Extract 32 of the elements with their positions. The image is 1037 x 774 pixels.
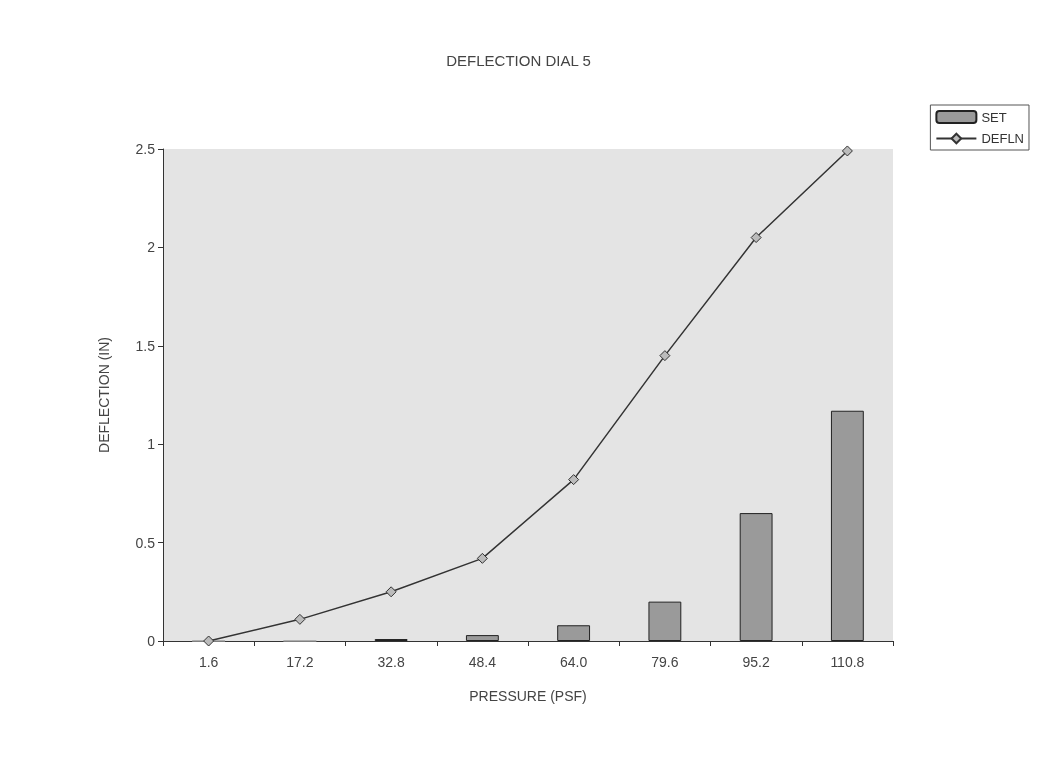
chart-title: DEFLECTION DIAL 5 <box>446 52 591 69</box>
point <box>294 613 306 625</box>
x-tick-label: 17.2 <box>286 654 314 670</box>
point <box>476 552 488 564</box>
point <box>659 350 671 362</box>
point <box>568 474 580 486</box>
bar <box>557 625 591 641</box>
point <box>385 586 397 598</box>
y-tick-label: 2 <box>147 239 156 256</box>
legend-label: DEFLN <box>981 131 1025 146</box>
bar <box>648 601 682 641</box>
y-tick-label: 0 <box>147 633 156 649</box>
x-axis-title: PRESSURE (PSF) <box>469 688 587 704</box>
point <box>750 232 762 244</box>
x-tick-label: 1.6 <box>198 654 219 670</box>
bar <box>830 410 864 641</box>
point <box>203 635 215 647</box>
bar <box>739 513 773 641</box>
x-tick-label: 32.8 <box>377 654 405 670</box>
y-tick-label: 2.5 <box>135 141 156 157</box>
x-tick-label: 64.0 <box>560 654 588 670</box>
y-tick-label: 1 <box>147 436 156 453</box>
x-tick-label: 79.6 <box>651 654 679 670</box>
y-tick-label: 1.5 <box>135 337 156 354</box>
x-tick-label: 48.4 <box>468 654 497 670</box>
y-tick-label: 0.5 <box>135 534 156 551</box>
bar <box>465 635 499 641</box>
y-axis-title: DEFLECTION (IN) <box>96 337 112 453</box>
point <box>841 145 853 157</box>
x-tick-label: 95.2 <box>742 654 770 670</box>
legend-label: SET <box>981 109 1007 125</box>
x-tick-label: 110.8 <box>830 654 865 670</box>
